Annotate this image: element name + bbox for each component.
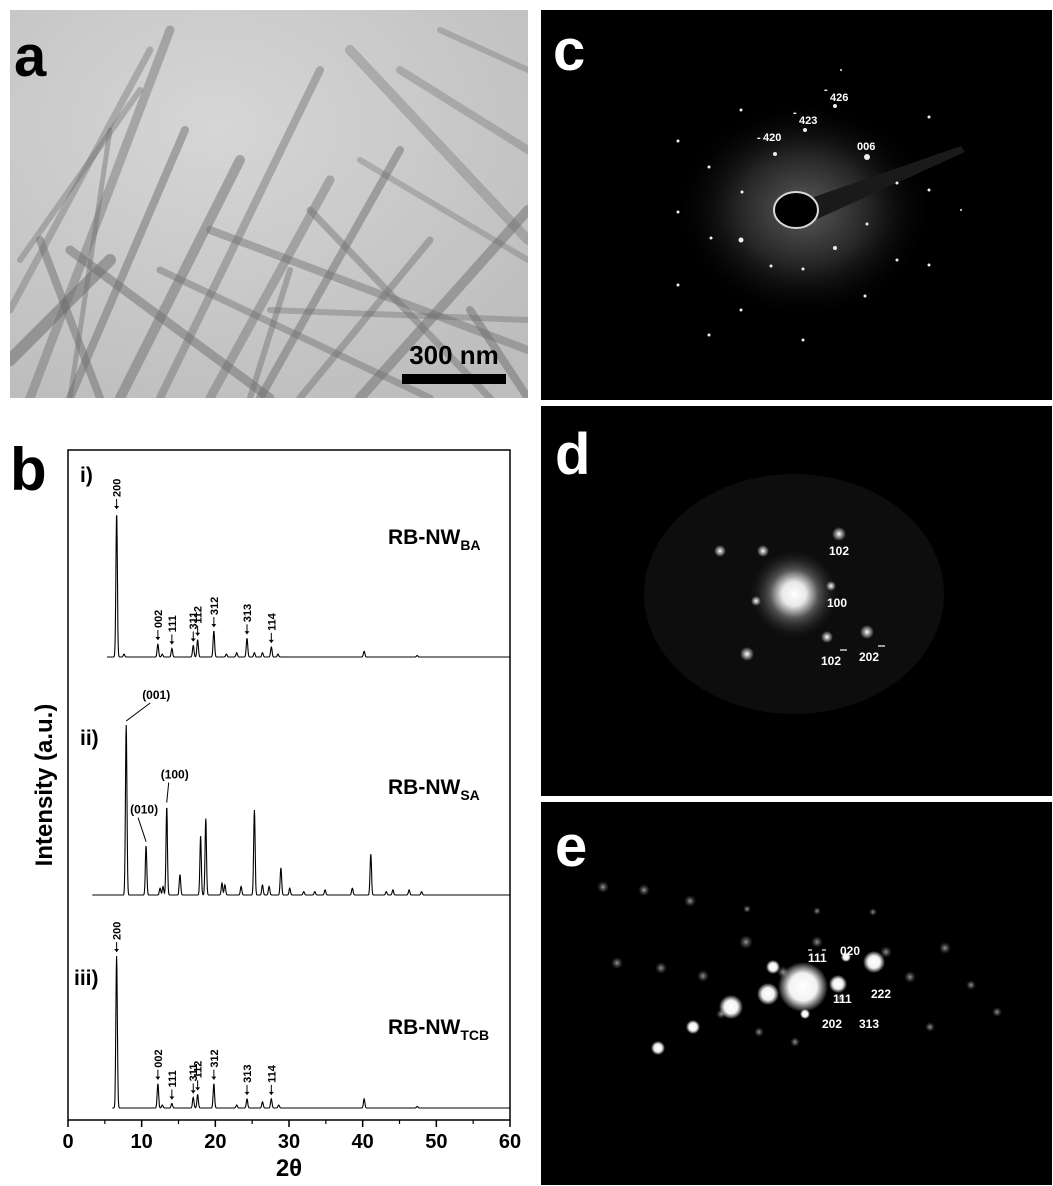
- panel-label-d: d: [555, 422, 591, 487]
- panel-label-a: a: [14, 24, 47, 89]
- spot-label-006: 006: [857, 141, 875, 153]
- peak-label: 312: [209, 597, 221, 615]
- series-name-3: RB-NWTCB: [388, 1016, 489, 1043]
- peak-pointer: [125, 702, 151, 722]
- x-tick-label: 40: [352, 1131, 374, 1153]
- spot-label-423: 423: [799, 115, 817, 127]
- spot-label-111: 111: [833, 992, 852, 1006]
- saed-pattern-e: 111 020 111 222 202 313 e: [541, 802, 1052, 1185]
- xrd-trace-2: [92, 724, 510, 896]
- spot-label-222: 222: [871, 987, 891, 1001]
- peak-arrowhead: [155, 637, 161, 641]
- tem-image: [10, 10, 528, 398]
- peak-label: 313: [242, 604, 254, 622]
- peak-arrowhead: [211, 1076, 217, 1080]
- spot-label-111-bar: 111: [808, 951, 827, 965]
- spot-label-102-bar: 102: [821, 654, 841, 668]
- peak-arrowhead: [244, 1091, 250, 1095]
- peak-pointer: [166, 782, 170, 803]
- diffraction-image-c: - 420 - 423 - 426 006: [541, 10, 1052, 400]
- scale-bar-label: 300 nm: [409, 340, 499, 370]
- peak-label: 200: [112, 479, 124, 497]
- peak-arrowhead: [155, 1076, 161, 1080]
- xrd-trace-1: [107, 515, 510, 658]
- spot-label-423-bar: -: [793, 107, 797, 119]
- diffraction-image-e: 111 020 111 222 202 313: [541, 802, 1052, 1185]
- xrd-chart-panel: RB-NWBA i) 200 002 111 311 112 312 313 114 RB-NWSA…: [0, 420, 536, 1186]
- spot-label-102-top: 102: [829, 544, 849, 558]
- spot-label-426-bar: -: [824, 84, 828, 96]
- peak-label: 111: [167, 1070, 179, 1087]
- peak-arrowhead: [195, 632, 201, 636]
- x-tick-label: 10: [131, 1131, 153, 1153]
- spot-label-202: 202: [822, 1017, 842, 1031]
- peak-label: 002: [153, 1049, 165, 1067]
- fft-pattern-d: 102 100 102 202 d: [541, 406, 1052, 796]
- peak-label: (100): [161, 768, 189, 782]
- spot-label-020: 020: [840, 944, 860, 958]
- peak-arrowhead: [169, 1096, 175, 1100]
- x-tick-label: 30: [278, 1131, 300, 1153]
- x-tick-label: 20: [204, 1131, 226, 1153]
- series-name-1: RB-NWBA: [388, 526, 481, 553]
- y-axis-label: Intensity (a.u.): [31, 704, 58, 867]
- series-roman-2: ii): [80, 727, 99, 750]
- peak-label: (010): [130, 803, 158, 817]
- scale-bar: [402, 374, 506, 384]
- saed-pattern-c: - 420 - 423 - 426 006 c: [541, 10, 1052, 400]
- beam-stop: [773, 191, 819, 229]
- panel-label-e: e: [555, 814, 588, 879]
- peak-arrowhead: [114, 949, 120, 952]
- peak-label: 002: [153, 610, 165, 628]
- peak-arrowhead: [268, 639, 274, 643]
- spot-label-313: 313: [859, 1017, 879, 1031]
- peak-label: 111: [167, 615, 179, 632]
- peak-label: 114: [266, 1064, 278, 1083]
- peak-arrowhead: [114, 506, 120, 509]
- x-tick-label: 60: [499, 1131, 521, 1153]
- peak-arrowhead: [268, 1091, 274, 1095]
- spot-label-420-bar: -: [757, 132, 761, 144]
- x-tick-label: 50: [425, 1131, 447, 1153]
- panel-label-c: c: [553, 18, 586, 83]
- spot-label-426: 426: [830, 92, 848, 104]
- peak-label: 311: [188, 1064, 200, 1082]
- diffraction-image-d: 102 100 102 202: [541, 406, 1052, 796]
- spot-label-100: 100: [827, 596, 847, 610]
- xrd-trace-3: [112, 955, 510, 1109]
- peak-label: 200: [112, 922, 124, 940]
- panel-label-b: b: [10, 436, 47, 503]
- peak-arrowhead: [244, 631, 250, 635]
- peak-arrowhead: [169, 641, 175, 645]
- tem-image-panel: a 300 nm: [10, 10, 528, 398]
- peak-arrowhead: [211, 624, 217, 628]
- peak-arrowhead: [190, 1090, 196, 1094]
- x-axis-label: 2θ: [276, 1155, 302, 1182]
- spot-label-420: 420: [763, 132, 781, 144]
- spot-label-202-bar: 202: [859, 650, 879, 664]
- series-roman-3: iii): [74, 967, 99, 990]
- peak-label: (001): [142, 688, 170, 702]
- peak-label: 114: [266, 612, 278, 631]
- peak-label: 112: [193, 606, 205, 624]
- peak-label: 112: [193, 1061, 205, 1079]
- peak-pointer: [137, 817, 147, 842]
- series-roman-1: i): [80, 464, 93, 487]
- peak-label: 312: [209, 1049, 221, 1067]
- xrd-series-2: RB-NWSA ii) (001) (010) (100): [80, 688, 510, 896]
- series-name-2: RB-NWSA: [388, 776, 480, 803]
- x-tick-label: 0: [62, 1131, 73, 1153]
- peak-arrowhead: [190, 638, 196, 642]
- peak-arrowhead: [195, 1087, 201, 1091]
- peak-label: 313: [242, 1065, 254, 1083]
- peak-label: 311: [188, 612, 200, 630]
